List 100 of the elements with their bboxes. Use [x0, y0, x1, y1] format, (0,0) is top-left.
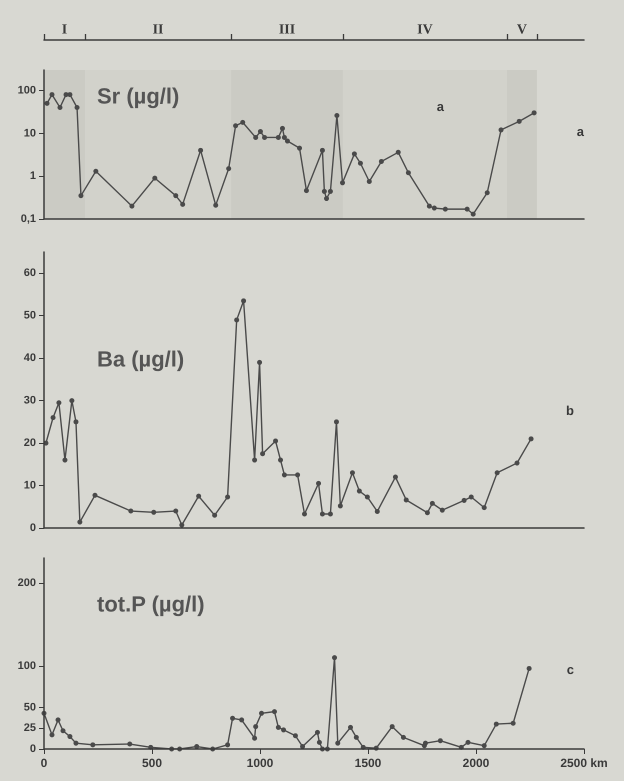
point [69, 398, 74, 404]
x-tick-label: 1500 [354, 756, 382, 770]
point [430, 500, 435, 506]
point [62, 458, 68, 463]
point [514, 460, 520, 466]
point [278, 458, 284, 463]
point [198, 148, 204, 153]
annotation: a [576, 124, 585, 139]
point [295, 472, 300, 478]
point [352, 151, 357, 156]
x-tick-label: 500 [142, 756, 162, 770]
point [196, 494, 202, 499]
point [516, 118, 522, 124]
point [494, 470, 500, 476]
point [390, 724, 395, 730]
y-tick-label: 30 [24, 394, 36, 407]
annotation: a [436, 99, 445, 114]
point [526, 666, 532, 671]
band-label: I [62, 22, 68, 38]
text: Sr (µg/l) [97, 84, 180, 108]
point [334, 419, 339, 424]
point [528, 436, 534, 442]
point [253, 134, 258, 140]
point [74, 105, 80, 110]
y-tick-label: 25 [24, 722, 36, 734]
point [230, 716, 236, 721]
x-tick-label: 1000 [246, 756, 274, 770]
point [253, 724, 258, 730]
point [302, 511, 307, 516]
y-tick-label: 100 [18, 84, 36, 96]
y-tick-label: 0,1 [20, 213, 36, 225]
point [304, 188, 309, 194]
point [78, 193, 84, 198]
point [364, 494, 370, 500]
point [466, 740, 471, 745]
y-tick-label: 100 [18, 660, 36, 672]
point [532, 110, 537, 116]
point [56, 400, 62, 406]
y-tick-label: 0 [30, 522, 36, 534]
point [340, 180, 346, 186]
point [400, 734, 406, 740]
point [406, 170, 411, 176]
point [432, 206, 437, 211]
y-tick-label: 10 [24, 480, 36, 492]
point [335, 740, 340, 746]
point [281, 727, 286, 732]
point [240, 120, 246, 125]
point [180, 202, 186, 207]
point [378, 158, 384, 164]
point [276, 134, 281, 140]
point [49, 732, 54, 738]
point [404, 497, 409, 502]
point [241, 298, 246, 304]
point [374, 508, 380, 514]
band-label: III [278, 22, 296, 38]
point [128, 508, 134, 514]
point [494, 722, 499, 727]
y-tick-label: 1 [30, 170, 36, 182]
point [226, 166, 232, 172]
text: tot.P (µg/l) [97, 592, 205, 616]
point [358, 160, 363, 166]
point [259, 710, 264, 716]
point [348, 724, 354, 730]
point [510, 720, 516, 726]
point [440, 508, 445, 513]
point [56, 717, 61, 722]
point [426, 204, 432, 209]
point [225, 742, 230, 748]
point [60, 728, 66, 734]
point [354, 734, 359, 740]
point [213, 202, 218, 208]
annotation: c [566, 662, 574, 678]
point [282, 472, 287, 478]
point [50, 415, 56, 420]
point [462, 498, 467, 503]
x-tick-label: 2500 km [560, 756, 608, 770]
band-label: V [516, 22, 527, 38]
point [73, 419, 78, 424]
point [272, 709, 277, 714]
point [173, 193, 178, 198]
point [470, 212, 476, 217]
point [482, 505, 487, 510]
y-tick-label: 50 [24, 310, 36, 322]
point [324, 196, 330, 202]
point [332, 655, 338, 660]
point [77, 520, 82, 525]
point [44, 100, 50, 106]
point [234, 317, 240, 322]
point [484, 190, 490, 196]
point [258, 129, 263, 134]
point [328, 188, 333, 194]
point [173, 508, 178, 514]
point [292, 733, 298, 738]
point [73, 740, 78, 746]
point [316, 740, 322, 745]
point [438, 738, 443, 744]
y-tick-label: 40 [24, 352, 36, 364]
point [297, 146, 302, 151]
y-tick-label: 50 [24, 701, 36, 714]
y-tick-label: 200 [18, 576, 36, 589]
